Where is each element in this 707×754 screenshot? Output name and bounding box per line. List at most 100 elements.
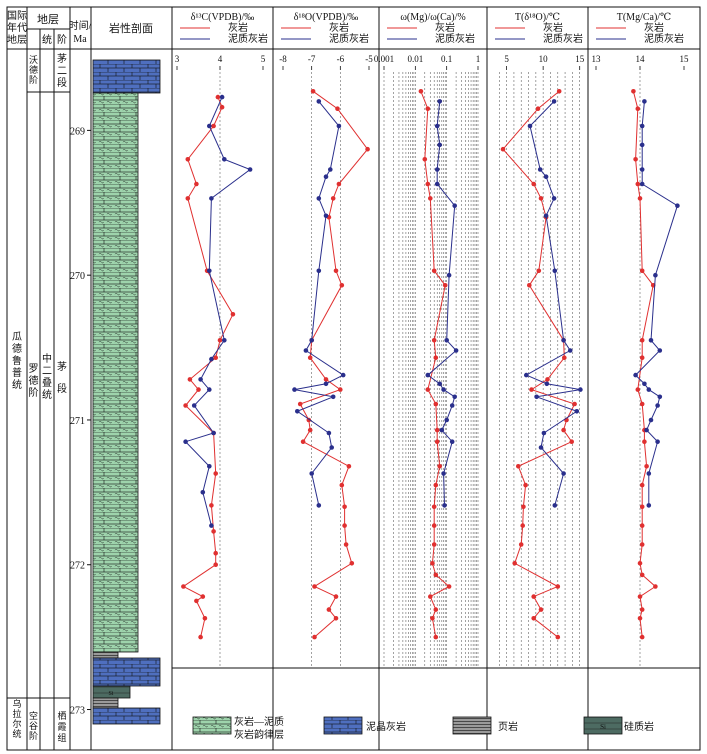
label-kungurian-char: 谷 (29, 721, 38, 731)
data-point-tmg-1 (655, 439, 660, 445)
label-middle-permian-char: 叠 (42, 377, 52, 389)
data-point-d18o-0 (312, 634, 317, 640)
data-point-tmg-1 (648, 338, 654, 343)
data-point-d18o-0 (333, 268, 339, 274)
data-point-d18o-1 (329, 445, 335, 450)
label-maogou2-char: 段 (57, 76, 67, 89)
data-point-d13c-0 (211, 529, 216, 534)
data-point-d13c-0 (187, 377, 193, 382)
panel-tick-label: 5 (504, 54, 509, 64)
series-line-d18o-0 (299, 90, 369, 638)
header-period-char: 年 (7, 21, 17, 34)
series-line-d13c-1 (184, 96, 252, 526)
series-line-tmg-0 (632, 91, 657, 638)
data-point-d18o-1 (323, 174, 329, 179)
panel-title: δ¹⁸O(VPDB)/‰ (294, 12, 359, 23)
label-qixia: 栖霞组 (57, 710, 66, 743)
data-point-tmg-0 (635, 106, 641, 111)
data-point-mgca-0 (433, 482, 439, 488)
legend-label-marl: 灰岩—泥质 (234, 715, 284, 728)
label-maogou2-char: 茅 (57, 53, 67, 65)
data-point-tmg-1 (657, 394, 663, 400)
label-mao-char: 段 (57, 382, 67, 395)
header-system: 统 (42, 33, 52, 46)
legend-label-marl-2: 灰岩韵律层 (234, 728, 284, 741)
data-point-d13c-1 (209, 523, 214, 528)
data-point-mgca-0 (434, 427, 440, 433)
time-tick-label: 270 (70, 271, 85, 282)
data-point-d13c-1 (209, 196, 214, 201)
data-point-d18o-0 (307, 427, 313, 433)
panel-title: δ¹³C(VPDB)/‰ (191, 12, 255, 23)
data-point-d18o-0 (326, 607, 332, 612)
label-mao-char: 茅 (57, 361, 67, 373)
label-guadalupian-char: 德 (12, 342, 22, 355)
data-point-mgca-0 (428, 594, 433, 599)
data-point-tmg-1 (653, 272, 658, 278)
data-point-tmg-0 (642, 439, 647, 445)
data-point-tmg-0 (639, 504, 645, 510)
data-point-d13c-0 (215, 94, 221, 100)
label-guadalupian-char: 普 (12, 366, 22, 379)
header-time: 时间/Ma (69, 19, 92, 45)
label-kungurian-char: 空 (29, 710, 38, 721)
data-point-t18o-0 (562, 355, 567, 361)
data-point-d18o-0 (342, 523, 347, 528)
header-period-char: 层 (17, 34, 27, 46)
data-point-mgca-1 (442, 503, 447, 508)
data-point-mgca-1 (449, 403, 455, 408)
data-point-d13c-0 (217, 338, 223, 343)
data-point-mgca-0 (431, 268, 437, 274)
data-point-tmg-1 (642, 381, 647, 387)
label-middle-permian-char: 中 (42, 352, 52, 365)
header-period-char: 地 (7, 33, 17, 46)
data-point-t18o-1 (537, 167, 543, 172)
series-line-d18o-1 (294, 101, 345, 506)
panel-legend-label: 灰岩 (435, 21, 455, 34)
data-point-t18o-1 (524, 372, 529, 378)
data-point-d13c-0 (202, 616, 208, 621)
data-point-d13c-0 (213, 550, 218, 556)
data-point-d18o-1 (309, 338, 315, 343)
data-point-d18o-1 (323, 213, 329, 219)
label-roadian-char: 罗 (29, 363, 39, 375)
data-point-d18o-1 (316, 503, 322, 508)
data-point-tmg-1 (675, 203, 680, 208)
data-point-tmg-1 (639, 123, 645, 129)
data-point-d18o-0 (346, 464, 352, 469)
data-point-d18o-1 (340, 372, 346, 378)
data-point-d18o-0 (339, 283, 345, 288)
data-point-tmg-0 (639, 542, 645, 547)
data-point-mgca-0 (433, 607, 439, 612)
panel-title: T(δ¹⁸O)/℃ (515, 12, 560, 23)
label-roadian: 罗德阶 (29, 363, 39, 399)
data-point-d13c-1 (222, 157, 227, 162)
panel-tick-label: 4 (218, 54, 223, 64)
panel-tick-label: -7 (308, 54, 316, 64)
data-point-d18o-0 (300, 439, 306, 445)
data-point-d13c-1 (211, 430, 216, 436)
data-point-d18o-0 (339, 482, 345, 488)
data-point-d18o-0 (336, 181, 342, 187)
data-point-d13c-1 (207, 123, 212, 129)
data-point-d18o-0 (365, 146, 370, 152)
data-point-mgca-0 (446, 584, 452, 589)
data-point-t18o-1 (543, 174, 549, 179)
data-point-d18o-1 (316, 268, 322, 274)
legend-swatch-marl (192, 716, 232, 735)
data-point-mgca-0 (425, 387, 431, 392)
data-point-tmg-1 (639, 167, 645, 172)
data-point-mgca-1 (437, 99, 443, 104)
mudstone-block (92, 59, 161, 94)
data-point-d18o-0 (312, 584, 317, 589)
data-point-tmg-0 (639, 523, 645, 528)
data-point-d13c-1 (219, 94, 225, 100)
data-point-d13c-0 (196, 387, 201, 392)
chert-si-label: Si (108, 691, 113, 697)
data-point-mgca-0 (434, 439, 440, 445)
data-point-t18o-1 (567, 348, 573, 353)
data-point-d18o-1 (309, 471, 315, 476)
